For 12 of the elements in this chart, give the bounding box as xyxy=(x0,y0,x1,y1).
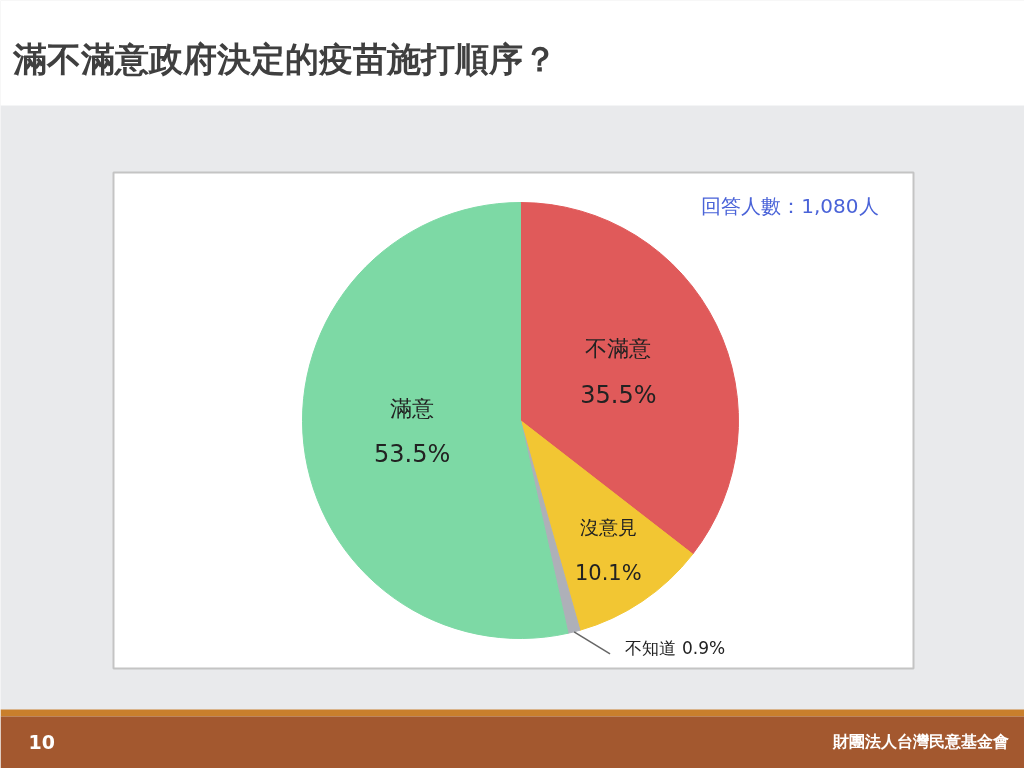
slice-label: 滿意 xyxy=(390,395,435,421)
text: 10 xyxy=(28,730,55,753)
slice-label: 不知道 xyxy=(625,637,677,658)
data-label: 53.5% xyxy=(374,440,451,469)
slice-label: 不滿意 xyxy=(585,336,652,362)
text: 財團法人台灣民意基金會 xyxy=(831,732,1009,751)
data-label: 10.1% xyxy=(574,560,642,585)
chart-title: 滿不滿意政府決定的疫苗施打順序？ xyxy=(11,38,557,79)
data-label: 35.5% xyxy=(580,380,657,409)
data-label: 0.9% xyxy=(682,637,726,658)
text: 回答人數：1,080人 xyxy=(701,193,879,218)
slice-label: 沒意見 xyxy=(579,515,637,538)
